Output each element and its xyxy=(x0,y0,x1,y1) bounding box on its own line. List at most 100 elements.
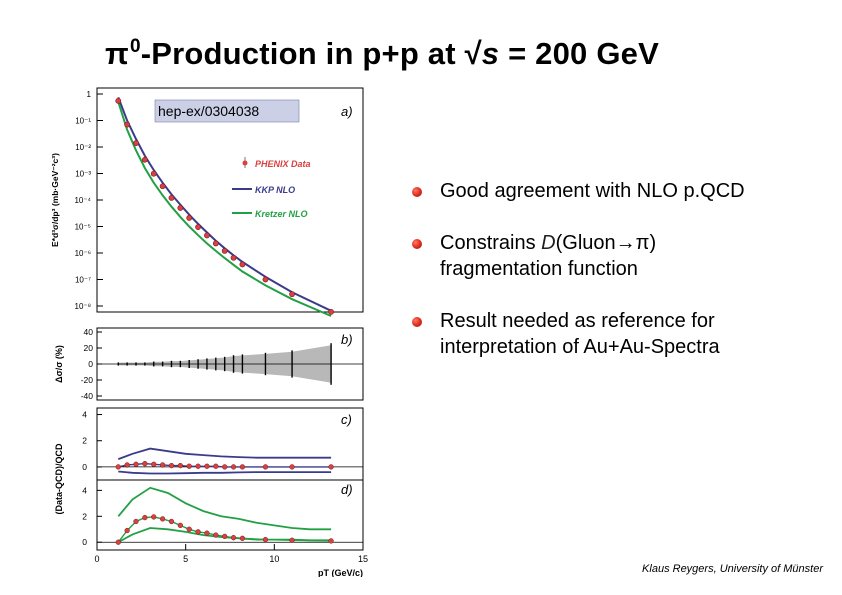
data-point xyxy=(213,463,219,469)
bullet-item-agreement: Good agreement with NLO p.QCD xyxy=(410,178,830,204)
data-point xyxy=(115,464,121,470)
data-point xyxy=(262,536,269,543)
bullet-mid: (Gluon xyxy=(555,232,616,254)
data-point xyxy=(195,463,201,469)
y-axis-title-main: E*d³σ/dp³ (mb·GeV⁻²c³) xyxy=(50,153,60,247)
legend-data-label: PHENIX Data xyxy=(255,159,311,169)
data-point xyxy=(186,215,193,221)
y-tick-label: 10⁻⁴ xyxy=(74,196,91,205)
series-line xyxy=(117,486,332,531)
data-point xyxy=(186,463,192,469)
x-tick-label: 0 xyxy=(94,554,99,564)
title-pi: π xyxy=(105,36,129,71)
data-point xyxy=(230,464,237,470)
bullet-emph-d: D xyxy=(541,232,556,254)
data-point xyxy=(328,308,334,315)
series-line xyxy=(117,447,332,460)
data-point xyxy=(141,156,148,163)
bullet-dot-icon xyxy=(412,317,422,327)
y-tick-label: 40 xyxy=(84,327,94,337)
bullet-item-constrains: Constrains D(Gluon→π) fragmentation func… xyxy=(410,230,830,282)
y-axis-title-residual: Δσ/σ (%) xyxy=(54,345,64,383)
reference-box xyxy=(154,99,300,123)
data-point xyxy=(239,535,246,541)
y-tick-label: 2 xyxy=(82,436,87,446)
y-tick-label: 10⁻⁶ xyxy=(75,249,91,258)
data-point xyxy=(150,170,157,177)
data-point xyxy=(115,97,122,104)
y-tick-label: 4 xyxy=(82,485,87,495)
panel-frame xyxy=(96,479,364,551)
pi0-spectrum-figure: 1 10⁻¹ 10⁻² 10⁻³ 10⁻⁴ 10⁻⁵ 10⁻⁶ 10⁻⁷ 10⁻⁸ a) hep-e… xyxy=(50,87,368,577)
data-point xyxy=(204,463,210,469)
y-tick-label: 0 xyxy=(82,537,87,547)
series-line xyxy=(118,470,332,475)
data-point xyxy=(159,516,166,522)
x-tick-label: 15 xyxy=(358,554,368,564)
series-line xyxy=(117,96,332,312)
bullet-text: Result needed as reference for interpret… xyxy=(440,310,720,358)
legend-kretzer-label: Kretzer NLO xyxy=(255,209,308,219)
data-point xyxy=(204,232,210,239)
bullet-list: Good agreement with NLO p.QCD Constrains… xyxy=(410,178,830,386)
arrow-icon: → xyxy=(615,232,636,254)
data-point xyxy=(151,461,157,467)
data-point xyxy=(212,240,219,247)
title-s: s xyxy=(481,36,500,71)
data-point xyxy=(328,538,334,544)
data-point xyxy=(124,527,130,534)
data-point xyxy=(222,464,228,470)
y-tick-label: 10⁻⁵ xyxy=(75,223,91,232)
panel-label: d) xyxy=(341,482,353,497)
data-point xyxy=(222,533,228,540)
data-point xyxy=(142,460,148,467)
y-tick-label: 1 xyxy=(87,90,92,99)
data-point xyxy=(195,224,201,230)
data-point xyxy=(186,526,192,532)
bullet-item-reference: Result needed as reference for interpret… xyxy=(410,308,830,360)
data-point xyxy=(262,276,269,283)
data-point xyxy=(168,518,175,525)
panel-frame xyxy=(96,407,364,481)
x-tick-label: 5 xyxy=(183,554,188,564)
y-tick-label: 2 xyxy=(82,511,87,521)
panel-label: a) xyxy=(341,104,353,119)
data-point xyxy=(239,261,246,268)
title-middle: -Production in p+p at √ xyxy=(140,36,482,71)
x-axis-title: pT (GeV/c) xyxy=(318,568,363,577)
legend-data-marker xyxy=(242,160,248,166)
data-point xyxy=(262,464,269,470)
bullet-line2: fragmentation function xyxy=(440,258,638,280)
data-point xyxy=(289,291,295,298)
data-point xyxy=(230,535,237,541)
data-point xyxy=(195,529,201,535)
bullet-text: Good agreement with NLO p.QCD xyxy=(440,180,745,202)
y-tick-label: 4 xyxy=(82,410,87,420)
slide-title: π0-Production in p+p at √s = 200 GeV xyxy=(105,36,659,72)
y-tick-label: 10⁻² xyxy=(75,143,91,152)
data-point xyxy=(151,514,157,520)
title-end: = 200 GeV xyxy=(499,36,659,71)
data-point xyxy=(133,140,139,147)
x-tick-label: 10 xyxy=(269,554,279,564)
data-point xyxy=(328,464,334,470)
data-point xyxy=(133,518,139,525)
data-point xyxy=(159,183,166,190)
data-point xyxy=(204,530,210,536)
data-point xyxy=(177,522,183,529)
data-point xyxy=(168,462,175,469)
data-point xyxy=(213,532,219,538)
data-point xyxy=(168,195,175,201)
y-tick-label: 10⁻⁷ xyxy=(75,276,91,285)
series-line xyxy=(117,101,332,317)
data-point xyxy=(142,514,148,521)
y-axis-title-ratio: (Data-QCD)/QCD xyxy=(54,443,64,514)
y-tick-label: 10⁻¹ xyxy=(75,117,91,126)
data-point xyxy=(133,461,139,467)
y-tick-label: -40 xyxy=(81,391,94,401)
y-tick-label: -20 xyxy=(81,375,94,385)
data-point xyxy=(221,248,228,254)
panel-label: b) xyxy=(341,332,353,347)
bullet-dot-icon xyxy=(412,239,422,249)
author-credit: Klaus Reygers, University of Münster xyxy=(642,563,823,575)
